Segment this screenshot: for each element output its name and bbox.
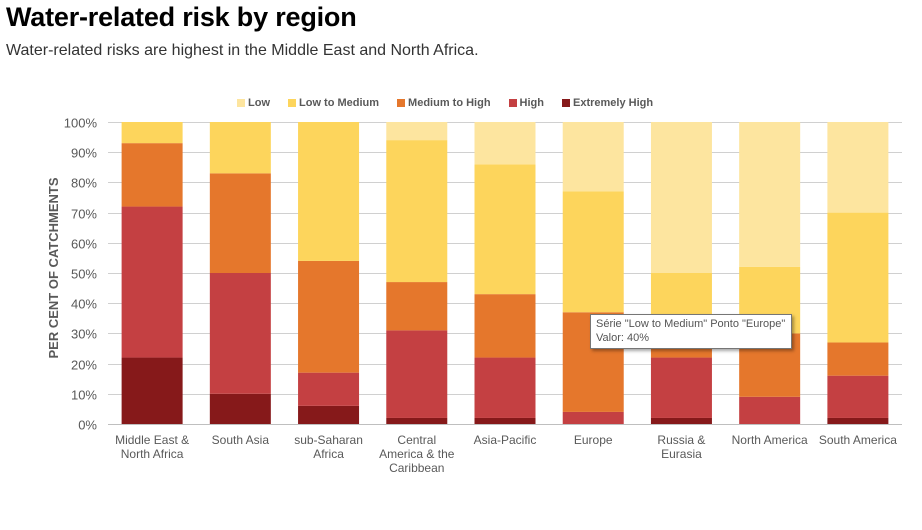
x-tick-label: Central	[397, 433, 436, 447]
legend-item[interactable]: Low to Medium	[288, 97, 379, 109]
x-tick-label: Middle East &	[115, 433, 189, 447]
bar-segment-extremely-high[interactable]	[827, 417, 889, 424]
tooltip-value-line: Valor: 40%	[596, 332, 649, 344]
bar-segment-low-to-medium[interactable]	[121, 122, 183, 144]
bar-segment-high[interactable]	[739, 396, 801, 424]
y-tick-label: 20%	[71, 358, 97, 373]
page-title: Water-related risk by region	[6, 2, 357, 32]
legend-swatch	[397, 99, 406, 107]
y-tick-label: 60%	[71, 237, 97, 252]
bar-segment-high[interactable]	[650, 357, 712, 418]
bar-segment-low[interactable]	[739, 122, 801, 267]
legend-label: High	[519, 97, 544, 109]
y-tick-label: 10%	[71, 388, 97, 403]
bar-segment-low[interactable]	[650, 122, 712, 273]
legend-label: Medium to High	[408, 97, 491, 109]
bar-segment-extremely-high[interactable]	[474, 417, 536, 424]
x-tick-label: Asia-Pacific	[474, 433, 537, 447]
y-tick-label: 90%	[71, 146, 97, 161]
legend-item[interactable]: Extremely High	[562, 97, 653, 109]
x-tick-label: North Africa	[121, 447, 184, 461]
bar-segment-extremely-high[interactable]	[121, 357, 183, 424]
bar-segment-extremely-high[interactable]	[298, 405, 360, 424]
bar-segment-low-to-medium[interactable]	[209, 122, 271, 174]
legend-swatch	[508, 99, 517, 107]
bar-segment-low-to-medium[interactable]	[562, 191, 624, 313]
page-subtitle: Water-related risks are highest in the M…	[6, 42, 479, 59]
tooltip: Série "Low to Medium" Ponto "Europe" Val…	[590, 314, 793, 349]
bar-segment-high[interactable]	[562, 411, 624, 424]
bar-segment-extremely-high[interactable]	[650, 417, 712, 424]
x-tick-label: Caribbean	[389, 461, 444, 475]
legend-swatch	[237, 99, 245, 107]
legend-swatch	[288, 99, 296, 107]
bar-segment-medium-to-high[interactable]	[121, 143, 183, 207]
bar-segment-high[interactable]	[474, 357, 536, 418]
legend-swatch	[562, 99, 570, 107]
bar-segment-low-to-medium[interactable]	[298, 122, 360, 261]
x-tick-label: South America	[819, 433, 897, 447]
x-tick-label: Russia &	[657, 433, 705, 447]
legend-label: Low to Medium	[299, 97, 380, 109]
legend: Low Low to Medium Medium to High High Extrem…	[237, 97, 671, 109]
legend-label: Extremely High	[573, 97, 654, 109]
legend-label: Low	[248, 97, 270, 109]
legend-item[interactable]: Low	[237, 97, 270, 109]
bar-segment-high[interactable]	[209, 273, 271, 394]
bar-segment-low[interactable]	[562, 122, 624, 192]
y-axis-label: PER CENT OF CATCHMENTS	[46, 177, 61, 358]
x-tick-label: America & the	[379, 447, 455, 461]
bar-segment-low[interactable]	[474, 122, 536, 165]
x-tick-label: North America	[732, 433, 808, 447]
x-tick-label: Africa	[313, 447, 344, 461]
bar-segment-high[interactable]	[827, 375, 889, 418]
bar-segment-high[interactable]	[386, 330, 448, 418]
bar-segment-low-to-medium[interactable]	[386, 140, 448, 283]
bar-segment-high[interactable]	[298, 372, 360, 406]
x-tick-label: South Asia	[212, 433, 270, 447]
legend-item[interactable]: Medium to High	[397, 97, 491, 109]
legend-item[interactable]: High	[508, 97, 544, 109]
x-tick-label: sub-Saharan	[294, 433, 363, 447]
bar-segment-medium-to-high[interactable]	[386, 282, 448, 331]
y-tick-label: 40%	[71, 297, 97, 312]
bar-segment-extremely-high[interactable]	[209, 393, 271, 424]
bar-segment-low-to-medium[interactable]	[827, 212, 889, 343]
bar-segment-high[interactable]	[121, 206, 183, 358]
y-tick-label: 50%	[71, 267, 97, 282]
bar-segment-low[interactable]	[386, 122, 448, 141]
bar-segment-medium-to-high[interactable]	[827, 342, 889, 376]
y-tick-label: 0%	[78, 418, 97, 433]
y-tick-label: 100%	[64, 116, 98, 131]
bar-segment-low[interactable]	[827, 122, 889, 213]
tooltip-series-line: Série "Low to Medium" Ponto "Europe"	[596, 318, 786, 330]
y-tick-label: 30%	[71, 327, 97, 342]
bar-segment-medium-to-high[interactable]	[298, 260, 360, 373]
x-tick-label: Eurasia	[661, 447, 702, 461]
y-tick-label: 70%	[71, 207, 97, 222]
bar-segment-extremely-high[interactable]	[386, 417, 448, 424]
bar-segment-medium-to-high[interactable]	[474, 294, 536, 358]
bar-segment-medium-to-high[interactable]	[209, 173, 271, 273]
y-tick-label: 80%	[71, 176, 97, 191]
bar-segment-low-to-medium[interactable]	[474, 164, 536, 295]
x-tick-label: Europe	[574, 433, 613, 447]
